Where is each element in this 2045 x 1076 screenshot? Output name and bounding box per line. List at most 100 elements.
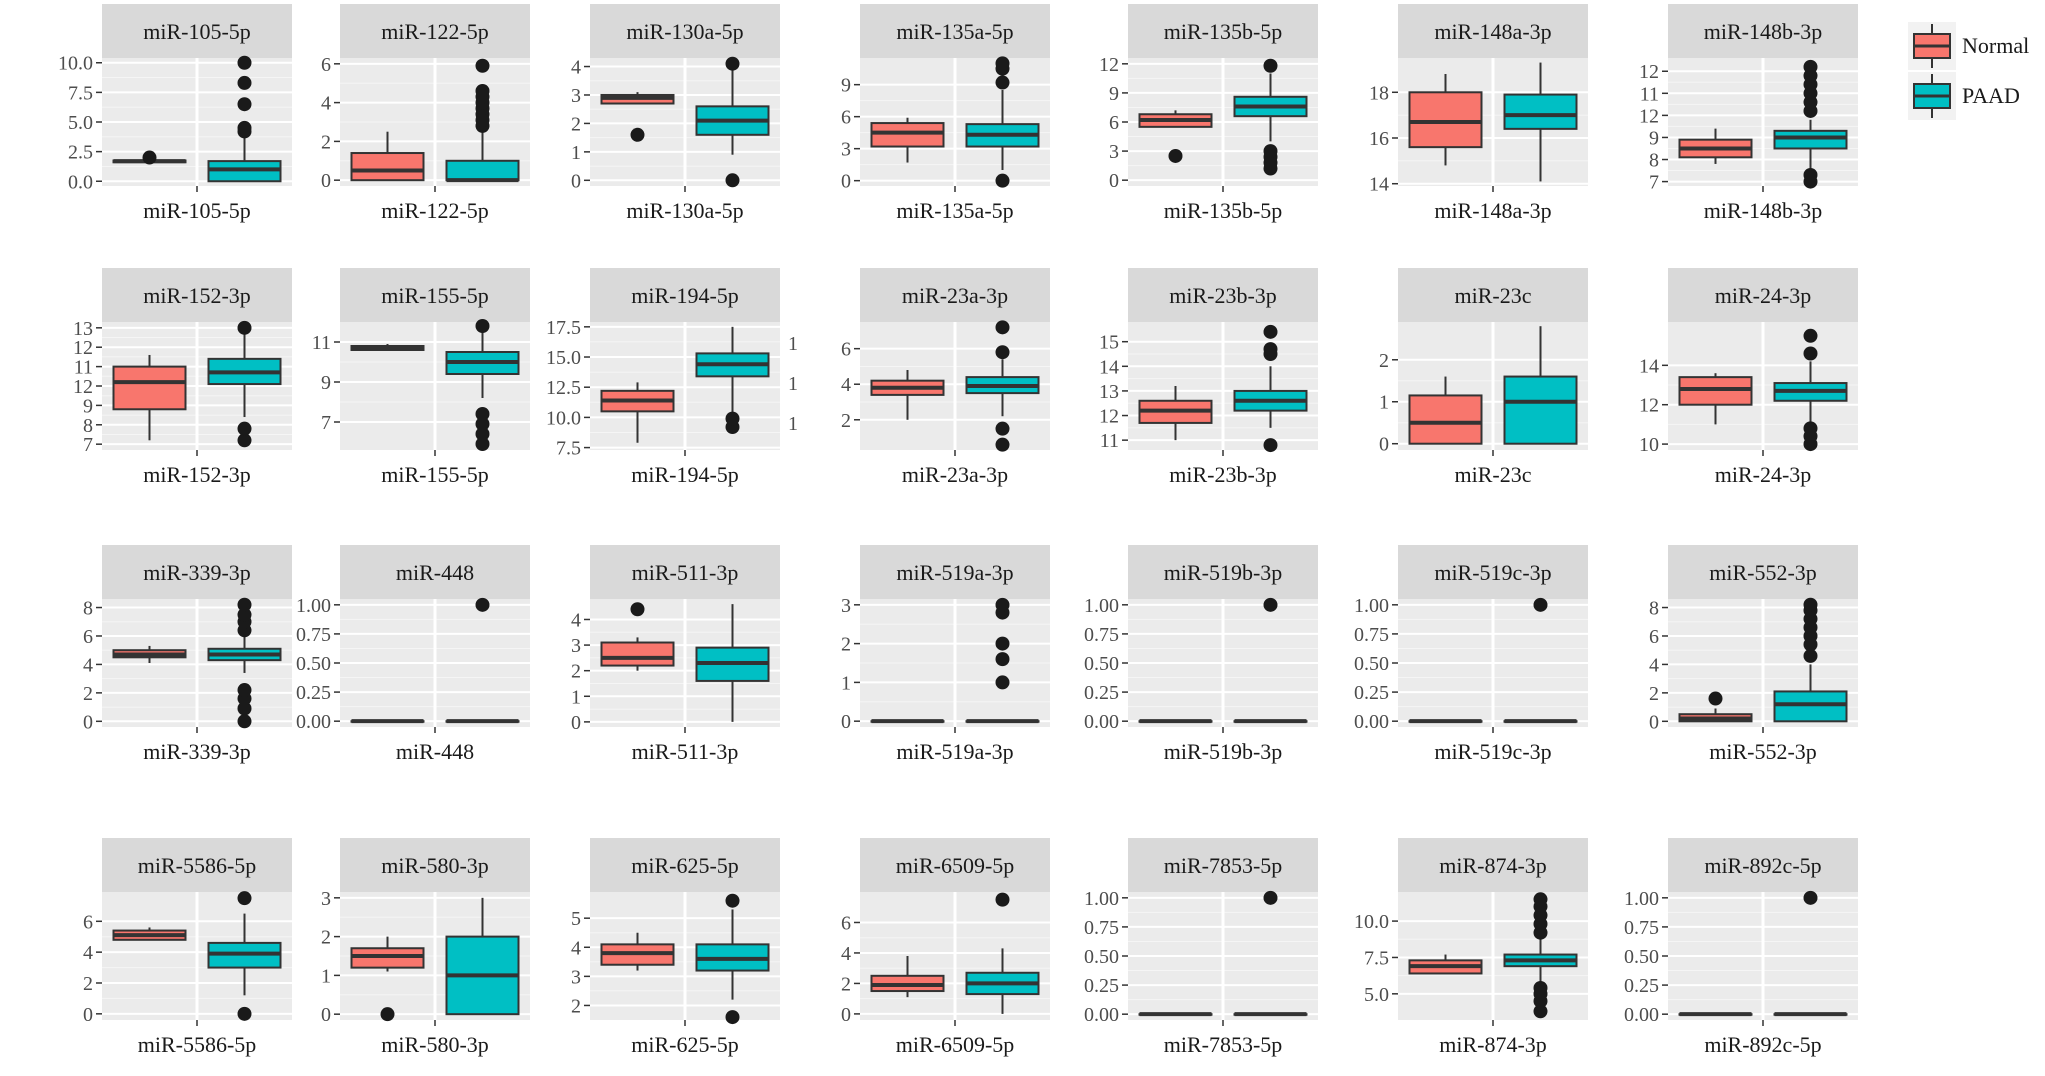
outlier-point (1263, 438, 1278, 453)
y-tick-label: 9 (1109, 83, 1119, 105)
y-tick-label: 0.50 (1084, 946, 1119, 968)
legend: Normal PAAD (1908, 22, 2029, 120)
panel-title: miR-23c (1455, 283, 1532, 308)
y-tick-label: 1.00 (1624, 888, 1659, 910)
x-axis-label: miR-23b-3p (1169, 462, 1277, 487)
y-tick-label: 6 (321, 54, 331, 76)
box-Normal (1408, 954, 1483, 975)
y-tick-label: 0 (571, 712, 581, 734)
panel-miR-23c: miR-23c 0 1 2 miR-23c (1379, 268, 1588, 487)
panel-title: miR-155-5p (381, 283, 489, 308)
y-tick-label: 1 (571, 142, 581, 164)
y-tick-label: 1.00 (1084, 595, 1119, 617)
right-side-label: 1 (788, 333, 798, 355)
box-iqr (1408, 91, 1483, 149)
box-Normal (1408, 719, 1483, 724)
y-tick-label: 0.25 (1354, 682, 1389, 704)
box-Normal (1678, 128, 1753, 164)
outlier-point (995, 56, 1010, 71)
y-tick-label: 6 (841, 339, 851, 361)
outlier-point (1803, 346, 1818, 361)
outlier-point (142, 150, 157, 165)
x-axis-label: miR-130a-5p (626, 198, 743, 223)
outlier-point (475, 417, 490, 431)
box-Normal (600, 602, 675, 671)
box-Normal (1138, 1012, 1213, 1017)
box-PAAD (1773, 597, 1848, 723)
y-tick-label: 5 (571, 908, 581, 930)
x-axis-label: miR-105-5p (143, 198, 251, 223)
panel-title: miR-148a-3p (1434, 19, 1551, 44)
y-tick-label: 9 (83, 395, 93, 417)
x-axis-label: miR-511-3p (632, 739, 739, 764)
outlier-point (630, 602, 645, 617)
y-tick-label: 0 (571, 170, 581, 192)
outlier-point (1263, 597, 1278, 612)
panel-strip (340, 4, 530, 58)
outlier-point (995, 437, 1010, 452)
y-tick-label: 17.5 (546, 317, 581, 339)
outlier-point (475, 407, 490, 421)
panel-miR-24-3p: miR-24-3p 10 12 14 miR-24-3p (1639, 268, 1858, 487)
x-axis-label: miR-194-5p (631, 462, 739, 487)
box-PAAD (1773, 890, 1848, 1017)
y-tick-label: 9 (321, 372, 331, 394)
x-axis-label: miR-24-3p (1715, 462, 1812, 487)
y-tick-label: 1 (841, 672, 851, 694)
y-tick-label: 0.75 (1354, 624, 1389, 646)
y-tick-label: 16 (1369, 128, 1389, 150)
outlier-point (475, 319, 490, 333)
y-tick-label: 3 (841, 139, 851, 161)
y-tick-label: 8 (1649, 598, 1659, 620)
y-tick-label: 0.00 (1084, 711, 1119, 733)
panel-title: miR-7853-5p (1164, 853, 1283, 878)
panel-strip (1398, 545, 1588, 599)
outlier-point (237, 597, 252, 612)
box-PAAD (1503, 62, 1578, 182)
y-tick-label: 12 (1099, 406, 1119, 428)
y-tick-label: 4 (83, 942, 93, 964)
y-tick-label: 0 (1649, 711, 1659, 733)
outlier-point (1533, 981, 1548, 995)
y-tick-label: 11 (74, 357, 93, 379)
y-tick-label: 2 (321, 131, 331, 153)
box-iqr (1773, 129, 1848, 150)
panel-miR-105-5p: miR-105-5p 0.0 2.5 5.0 7.5 10.0 miR-105-5p (58, 4, 292, 223)
outlier-point (237, 55, 252, 70)
y-tick-label: 12 (1639, 395, 1659, 417)
outlier-point (237, 1006, 252, 1021)
panel-strip (860, 4, 1050, 58)
panels-layer: miR-105-5p0.02.55.07.510.0miR-105-5pmiR-… (58, 4, 1858, 1057)
outlier-point (237, 683, 252, 698)
y-tick-label: 3 (321, 888, 331, 910)
panel-title: miR-122-5p (381, 19, 489, 44)
box-PAAD (207, 55, 282, 183)
y-tick-label: 0.50 (1084, 653, 1119, 675)
legend-item-PAAD: PAAD (1908, 72, 2020, 120)
y-tick-label: 1.00 (1354, 595, 1389, 617)
panel-miR-122-5p: miR-122-5p 0 2 4 6 miR-122-5p (321, 4, 530, 223)
panel-miR-519a-3p: miR-519a-3p 0 1 2 3 miR-519a-3p (841, 545, 1050, 764)
box-PAAD (1233, 324, 1308, 453)
box-Normal (112, 927, 187, 941)
panel-title: miR-552-3p (1709, 560, 1817, 585)
outlier-point (237, 701, 252, 716)
x-axis-label: miR-448 (396, 739, 474, 764)
outlier-point (995, 597, 1010, 612)
y-tick-label: 8 (83, 598, 93, 620)
outlier-point (475, 437, 490, 451)
box-PAAD (965, 597, 1040, 724)
panel-miR-580-3p: miR-580-3p 0 1 2 3 miR-580-3p (321, 838, 530, 1057)
box-iqr (112, 365, 187, 411)
panel-strip (590, 545, 780, 599)
box-PAAD (1233, 58, 1308, 176)
y-tick-label: 12 (73, 376, 93, 398)
x-axis-label: miR-148b-3p (1704, 198, 1823, 223)
x-axis-label: miR-519c-3p (1434, 739, 1551, 764)
y-tick-label: 2 (83, 973, 93, 995)
box-PAAD (965, 320, 1040, 452)
y-tick-label: 0 (841, 711, 851, 733)
y-tick-label: 2 (1379, 350, 1389, 372)
outlier-point (995, 320, 1010, 335)
